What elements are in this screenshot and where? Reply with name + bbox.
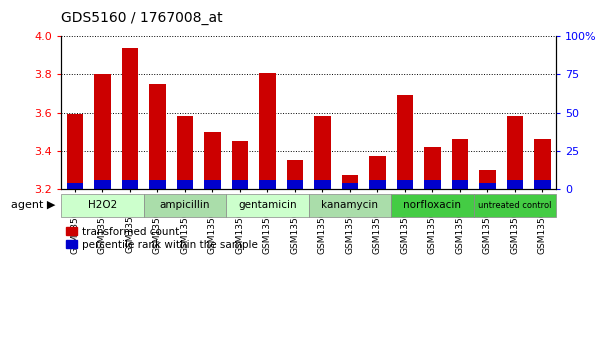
Bar: [424, 180, 441, 189]
Bar: [424, 147, 441, 189]
Text: kanamycin: kanamycin: [321, 200, 378, 210]
Bar: [67, 183, 83, 189]
Text: agent ▶: agent ▶: [10, 200, 55, 210]
Bar: [149, 84, 166, 189]
Bar: [232, 141, 248, 189]
Text: gentamicin: gentamicin: [238, 200, 296, 210]
Bar: [452, 139, 468, 189]
Bar: [397, 180, 413, 189]
Bar: [342, 175, 358, 189]
Bar: [534, 139, 551, 189]
Text: norfloxacin: norfloxacin: [403, 200, 461, 210]
Bar: [507, 116, 523, 189]
Text: GDS5160 / 1767008_at: GDS5160 / 1767008_at: [61, 11, 223, 25]
Bar: [479, 183, 496, 189]
Bar: [177, 116, 193, 189]
Bar: [204, 180, 221, 189]
Bar: [314, 116, 331, 189]
Bar: [122, 48, 138, 189]
FancyBboxPatch shape: [226, 194, 309, 216]
Bar: [342, 183, 358, 189]
Text: H2O2: H2O2: [88, 200, 117, 210]
Bar: [259, 73, 276, 189]
Bar: [67, 114, 83, 189]
FancyBboxPatch shape: [61, 194, 144, 216]
FancyBboxPatch shape: [309, 194, 391, 216]
Bar: [177, 180, 193, 189]
Bar: [94, 74, 111, 189]
Bar: [397, 95, 413, 189]
FancyBboxPatch shape: [144, 194, 226, 216]
Bar: [94, 180, 111, 189]
Text: ampicillin: ampicillin: [159, 200, 210, 210]
Bar: [452, 180, 468, 189]
Bar: [232, 180, 248, 189]
Bar: [479, 170, 496, 189]
Bar: [287, 160, 303, 189]
Bar: [259, 180, 276, 189]
Bar: [534, 180, 551, 189]
Bar: [507, 180, 523, 189]
FancyBboxPatch shape: [474, 194, 556, 216]
Text: untreated control: untreated control: [478, 201, 552, 209]
Bar: [314, 180, 331, 189]
Bar: [369, 156, 386, 189]
Bar: [149, 180, 166, 189]
Bar: [287, 180, 303, 189]
Bar: [369, 180, 386, 189]
Bar: [204, 132, 221, 189]
Bar: [122, 180, 138, 189]
FancyBboxPatch shape: [391, 194, 474, 216]
Legend: transformed count, percentile rank within the sample: transformed count, percentile rank withi…: [67, 227, 258, 250]
